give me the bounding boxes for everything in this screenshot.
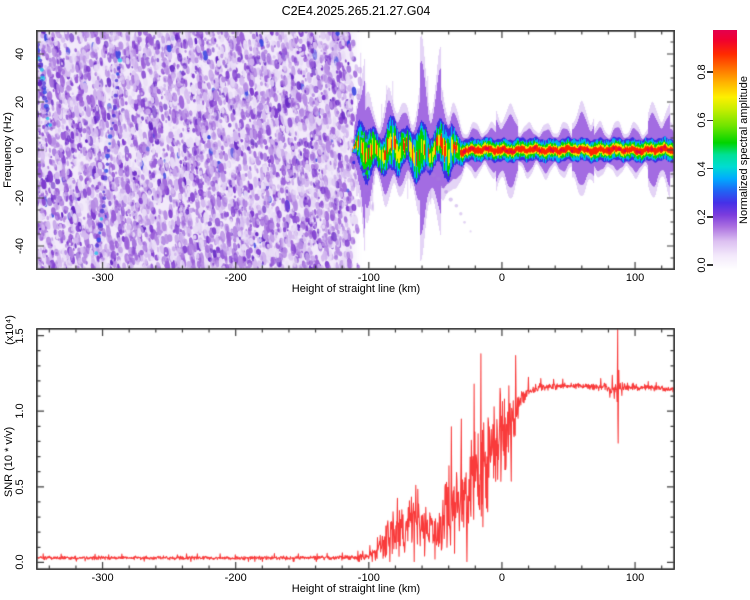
- colorbar-tick-mark: [707, 71, 713, 73]
- spectrogram-x-tick-label: 0: [498, 272, 505, 284]
- spectrogram-x-tick-label: -100: [357, 272, 380, 284]
- colorbar-tick-mark: [707, 264, 713, 266]
- snr-x-tick-label: 0: [498, 572, 505, 584]
- snr-x-tick-label: -100: [357, 572, 380, 584]
- snr-y-tick-label: 0.0: [14, 554, 26, 571]
- colorbar-tick-mark: [707, 216, 713, 218]
- snr-y-tick-label: 1.5: [14, 327, 26, 344]
- spectrogram-y-tick-label: -20: [14, 190, 26, 206]
- colorbar-tick-mark: [707, 167, 713, 170]
- snr-x-axis-label: Height of straight line (km): [291, 583, 421, 595]
- colorbar: [713, 30, 737, 270]
- spectrogram-x-tick-label: -300: [91, 272, 114, 284]
- spectrogram-y-tick-label: 20: [14, 95, 26, 109]
- spectrogram-plot: [36, 30, 675, 270]
- spectrogram-y-axis-label: Frequency (Hz): [2, 112, 14, 188]
- figure-title: C2E4.2025.265.21.27.G04: [281, 4, 431, 18]
- snr-x-tick-label: -200: [224, 572, 247, 584]
- snr-y-tick-label: 0.5: [14, 479, 26, 495]
- snr-x-tick-label: -300: [91, 572, 114, 584]
- snr-y-tick-label: 1.0: [14, 403, 26, 419]
- spectrogram-y-tick-label: 40: [14, 47, 26, 61]
- colorbar-label: Normalized spectral amplitude: [738, 76, 750, 224]
- spectrogram-y-tick-label: 0: [14, 146, 26, 154]
- snr-plot: [36, 328, 675, 570]
- spectrogram-x-tick-label: -200: [224, 272, 247, 284]
- snr-x-tick-label: 100: [625, 572, 645, 584]
- colorbar-tick-mark: [707, 119, 713, 122]
- spectrogram-x-axis-label: Height of straight line (km): [291, 283, 421, 295]
- spectrogram-y-tick-label: -40: [14, 238, 26, 254]
- spectrogram-x-tick-label: 100: [625, 272, 645, 284]
